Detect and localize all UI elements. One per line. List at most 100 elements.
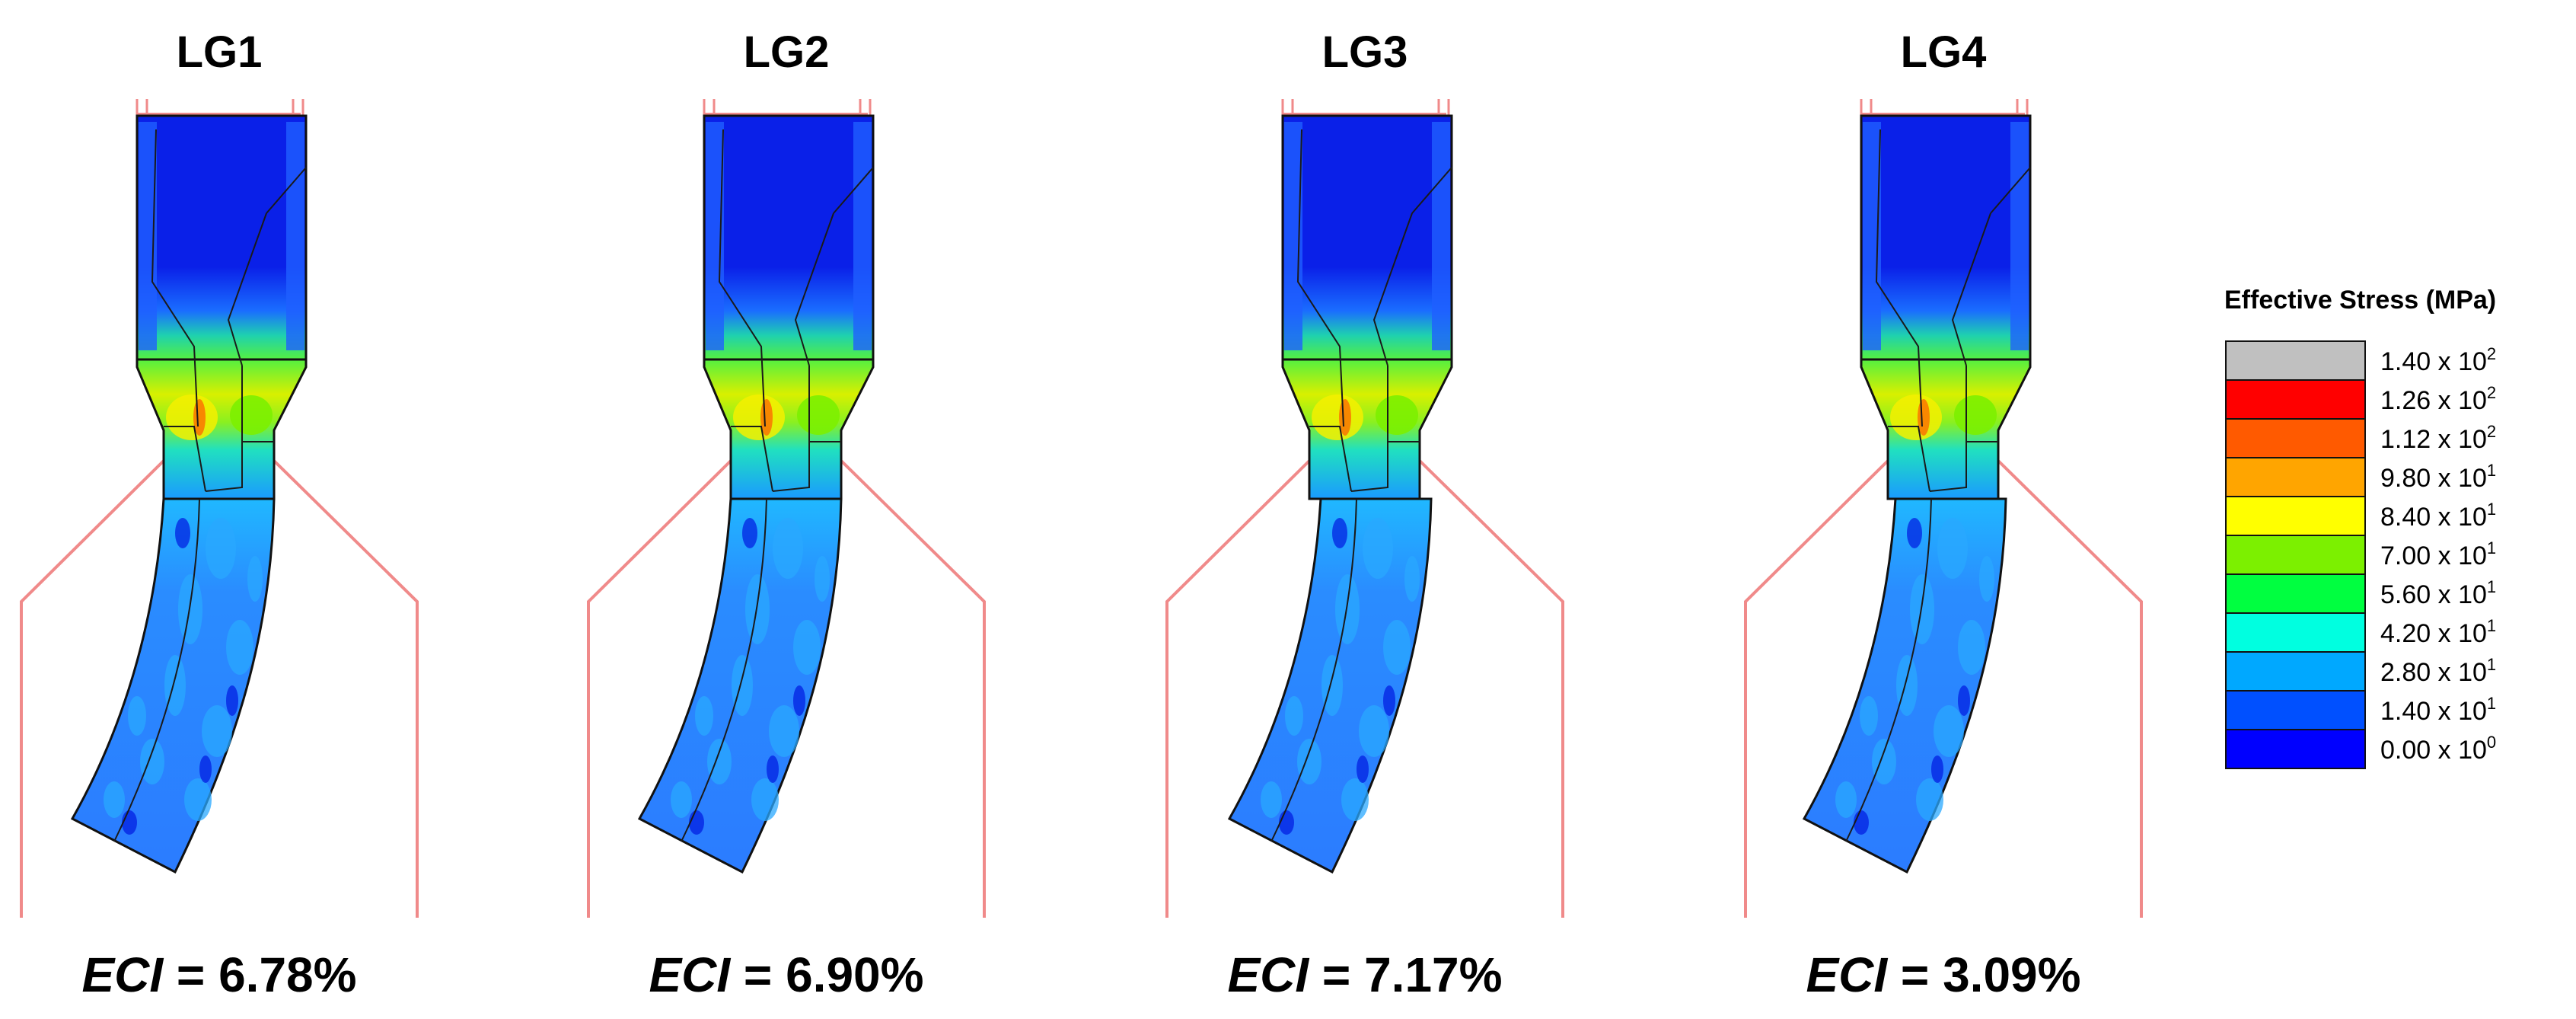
legend-swatch — [2225, 612, 2366, 653]
panel-title: LG2 — [744, 27, 830, 77]
stress-patch — [247, 556, 263, 602]
panel-lg1: LG1 ECI = 6.78% — [20, 27, 419, 1002]
eci-label: ECI — [649, 947, 731, 1002]
eci-label: ECI — [1806, 947, 1888, 1002]
stress-hotspot — [230, 395, 273, 435]
stress-patch — [1934, 705, 1964, 757]
grain-boundary — [731, 426, 773, 492]
stress-patch — [1285, 696, 1303, 736]
grain-boundary — [113, 498, 200, 842]
panel-lg2: LG2 ECI = 6.90% — [587, 27, 986, 1002]
panel-lg3: LG3 ECI = 7.17% — [1165, 27, 1564, 1002]
legend-label: 8.40 x 101 — [2380, 500, 2496, 532]
die-outline-left — [587, 459, 732, 918]
stress-patch-low — [793, 685, 805, 716]
stress-patch — [164, 655, 186, 716]
stress-legend: Effective Stress (MPa) 1.40 x 102 1.26 x 1… — [2224, 286, 2496, 769]
grain-boundary — [227, 212, 267, 366]
stress-patch — [1835, 781, 1857, 818]
stress-patch-low — [742, 518, 757, 548]
stress-patch — [751, 778, 779, 821]
legend-swatch — [2225, 573, 2366, 614]
legend-label: 1.26 x 102 — [2380, 383, 2496, 415]
stress-patch-low — [1854, 810, 1869, 835]
legend-swatch — [2225, 729, 2366, 769]
stress-patch-low — [199, 755, 212, 783]
grain-boundary — [1875, 129, 1923, 427]
stress-patch-low — [1332, 518, 1347, 548]
legend-swatch — [2225, 535, 2366, 575]
stress-patch-low — [1357, 755, 1369, 783]
stress-patch — [202, 705, 232, 757]
legend-swatch — [2225, 496, 2366, 536]
stress-patch-low — [226, 685, 238, 716]
stress-patch — [184, 778, 212, 821]
stress-patch — [695, 696, 713, 736]
eci-value: ECI = 6.90% — [649, 947, 923, 1002]
grain-boundary — [1990, 167, 2031, 214]
die-outline-right — [273, 459, 419, 918]
stress-patch — [1910, 574, 1934, 644]
stress-patch — [140, 739, 164, 784]
billet-upper — [1281, 114, 1453, 361]
grain-boundary — [151, 129, 199, 427]
legend-swatch — [2225, 379, 2366, 420]
grain-boundary — [205, 442, 243, 492]
grain-boundary — [1296, 129, 1344, 427]
grain-boundary — [1350, 442, 1388, 492]
billet-extrudate — [1227, 497, 1433, 874]
billet-extrudate — [637, 497, 843, 874]
stress-patch-low — [175, 518, 190, 548]
stress-hotspot — [1312, 395, 1363, 440]
stress-patch-low — [1383, 685, 1395, 716]
stress-patch — [1860, 696, 1878, 736]
billet-upper — [135, 114, 308, 361]
billet-upper — [1860, 114, 2032, 361]
stress-patch — [226, 620, 253, 675]
stress-patch — [707, 739, 732, 784]
billet-neck — [135, 358, 308, 500]
stress-patch — [1335, 574, 1360, 644]
grain-boundary — [772, 442, 810, 492]
die-outline-left — [1744, 459, 1889, 918]
panel-lg4: LG4 ECI = 3.09% — [1744, 27, 2143, 1002]
billet-edge-right — [286, 122, 304, 350]
billet-edge-right — [2010, 122, 2029, 350]
stress-patch-low — [1958, 685, 1970, 716]
stress-patch — [128, 696, 146, 736]
stress-patch-low — [767, 755, 779, 783]
billet-neck — [703, 358, 875, 500]
legend-swatch — [2225, 651, 2366, 692]
stress-hotspot — [797, 395, 840, 435]
billet-neck — [1860, 358, 2032, 500]
legend-label: 1.40 x 101 — [2380, 694, 2496, 726]
eci-number: = 3.09% — [1887, 947, 2080, 1002]
stress-patch — [1896, 655, 1918, 716]
stress-patch — [773, 518, 803, 579]
stress-hotspot — [166, 395, 218, 440]
billet-edge-right — [853, 122, 872, 350]
stress-patch — [1916, 778, 1943, 821]
panel-title: LG1 — [177, 27, 263, 77]
eci-label: ECI — [1227, 947, 1309, 1002]
die-outline-left — [20, 459, 165, 918]
grain-boundary — [681, 498, 767, 842]
stress-hotspot — [1376, 395, 1418, 435]
stress-patch — [1297, 739, 1321, 784]
stress-patch-low — [1279, 810, 1294, 835]
stress-patch — [671, 781, 692, 818]
legend-label: 7.00 x 101 — [2380, 538, 2496, 570]
legend-label: 2.80 x 101 — [2380, 655, 2496, 687]
legend-title: Effective Stress (MPa) — [2224, 286, 2496, 315]
legend-swatch — [2225, 457, 2366, 497]
stress-patch — [1958, 620, 1985, 675]
stress-patch — [1872, 739, 1896, 784]
billet-upper — [703, 114, 875, 361]
legend-swatch — [2225, 690, 2366, 730]
stress-patch — [745, 574, 770, 644]
stress-patch — [1404, 556, 1420, 602]
die-outline-right — [1997, 459, 2143, 918]
legend-label: 5.60 x 101 — [2380, 577, 2496, 609]
eci-number: = 6.78% — [163, 947, 356, 1002]
